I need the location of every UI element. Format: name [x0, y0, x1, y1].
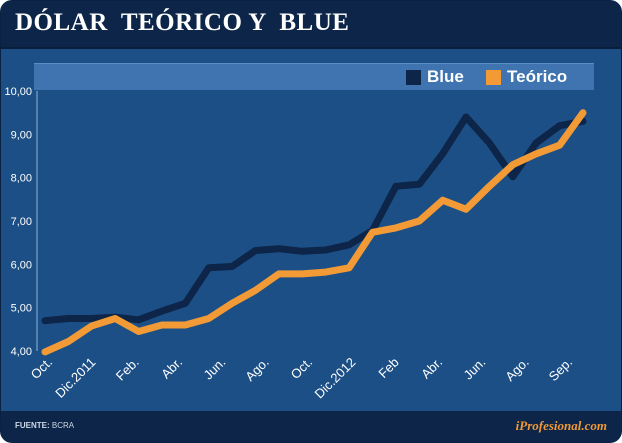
line-chart: 4,005,006,007,008,009,0010,00Oct.Dic.201… [4, 86, 587, 402]
x-tick-label: Dic.2011 [52, 355, 98, 401]
y-tick-label: 9,00 [11, 129, 32, 141]
x-tick-label: Dic.2012 [312, 355, 359, 402]
source-label: FUENTE: [15, 421, 50, 430]
x-tick-label: Oct. [28, 355, 55, 382]
x-tick-label: Jun. [460, 355, 488, 383]
series-line-blue [41, 113, 587, 325]
y-tick-label: 4,00 [11, 346, 32, 358]
x-tick-label: Jun. [200, 355, 228, 383]
series-line-teorico [41, 109, 587, 356]
legend-item-teorico: Teórico [486, 67, 567, 87]
legend-label-teorico: Teórico [507, 67, 568, 86]
brand-logo-text: iProfesional.com [515, 418, 607, 433]
legend-item-blue: Blue [406, 67, 464, 87]
x-tick-label: Feb [375, 355, 401, 381]
x-tick-label: Sep. [546, 355, 576, 385]
footer-bar: FUENTE: BCRA iProfesional.com [1, 411, 621, 442]
legend-label-blue: Blue [427, 67, 464, 86]
legend-swatch-teorico [486, 69, 501, 85]
legend: Blue Teórico [34, 63, 594, 90]
y-tick-label: 10,00 [4, 86, 32, 98]
x-tick-label: Abr. [418, 355, 445, 382]
x-tick-label: Feb. [113, 355, 142, 384]
y-tick-label: 5,00 [11, 303, 32, 315]
y-tick-label: 7,00 [11, 216, 32, 228]
source-value: BCRA [51, 421, 75, 430]
x-tick-label: Oct. [288, 355, 315, 382]
chart-title: DÓLAR TEÓRICO Y BLUE [15, 9, 350, 36]
legend-swatch-blue [406, 69, 421, 85]
header-bar: DÓLAR TEÓRICO Y BLUE [1, 1, 621, 49]
x-tick-label: Abr. [158, 355, 185, 382]
x-tick-label: Ago. [502, 355, 532, 385]
source-note: FUENTE: BCRA [15, 421, 74, 430]
y-tick-label: 6,00 [11, 259, 32, 271]
x-tick-label: Ago. [242, 355, 272, 385]
y-tick-label: 8,00 [11, 173, 32, 185]
